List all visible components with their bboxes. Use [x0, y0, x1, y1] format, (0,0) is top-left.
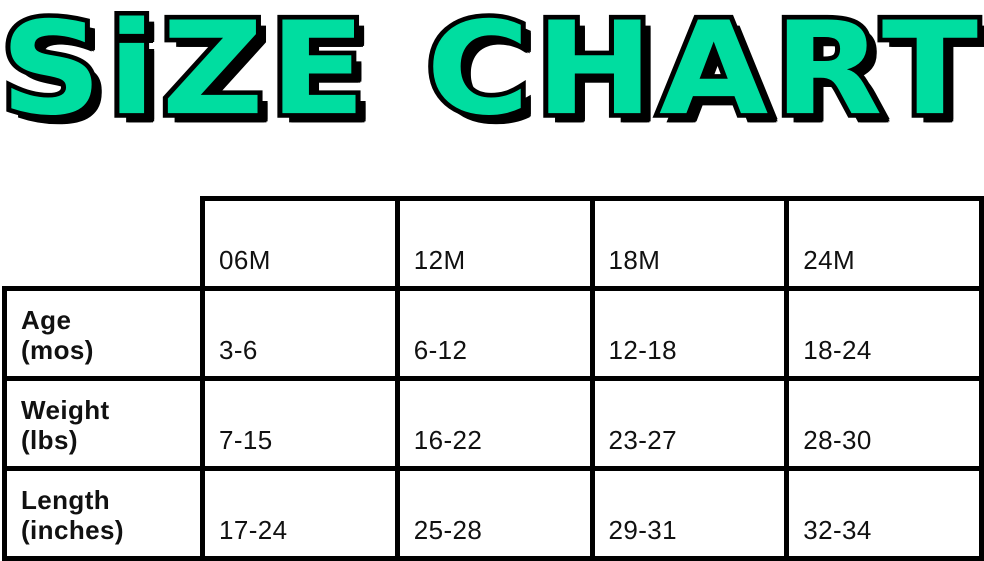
cell-age-24m: 18-24	[784, 286, 984, 381]
column-header-24m: 24M	[784, 196, 984, 291]
cell-age-12m: 6-12	[394, 286, 595, 381]
cell-age-18m: 12-18	[589, 286, 790, 381]
column-header-12m: 12M	[394, 196, 595, 291]
cell-weight-06m: 7-15	[200, 376, 400, 471]
cell-age-06m: 3-6	[200, 286, 400, 381]
size-chart-table: 06M 12M 18M 24M Age (mos) 3-6 6-12 12-18…	[2, 196, 984, 561]
cell-weight-18m: 23-27	[589, 376, 790, 471]
column-header-06m: 06M	[200, 196, 400, 291]
row-label-length: Length (inches)	[2, 466, 205, 561]
row-label-age-name: Age	[21, 304, 72, 335]
row-label-length-name: Length	[21, 484, 111, 515]
column-header-18m: 18M	[589, 196, 790, 291]
row-label-weight-name: Weight	[21, 394, 110, 425]
row-label-weight: Weight (lbs)	[2, 376, 205, 471]
cell-weight-12m: 16-22	[394, 376, 595, 471]
page-title: SiZE CHART	[0, 0, 984, 144]
row-label-length-unit: (inches)	[21, 515, 124, 546]
page-title-area: SiZE CHART	[0, 0, 984, 180]
row-label-age: Age (mos)	[2, 286, 205, 381]
table-row: Length (inches) 17-24 25-28 29-31 32-34	[2, 466, 984, 561]
size-chart-table-wrapper: 06M 12M 18M 24M Age (mos) 3-6 6-12 12-18…	[2, 196, 984, 561]
table-row: Age (mos) 3-6 6-12 12-18 18-24	[2, 286, 984, 381]
cell-length-18m: 29-31	[589, 466, 790, 561]
cell-length-24m: 32-34	[784, 466, 984, 561]
cell-length-12m: 25-28	[394, 466, 595, 561]
table-header-row: 06M 12M 18M 24M	[4, 196, 984, 291]
row-label-age-unit: (mos)	[21, 335, 94, 366]
cell-weight-24m: 28-30	[784, 376, 984, 471]
table-corner-cell	[4, 198, 203, 289]
table-row: Weight (lbs) 7-15 16-22 23-27 28-30	[2, 376, 984, 471]
row-label-weight-unit: (lbs)	[21, 425, 78, 456]
cell-length-06m: 17-24	[200, 466, 400, 561]
